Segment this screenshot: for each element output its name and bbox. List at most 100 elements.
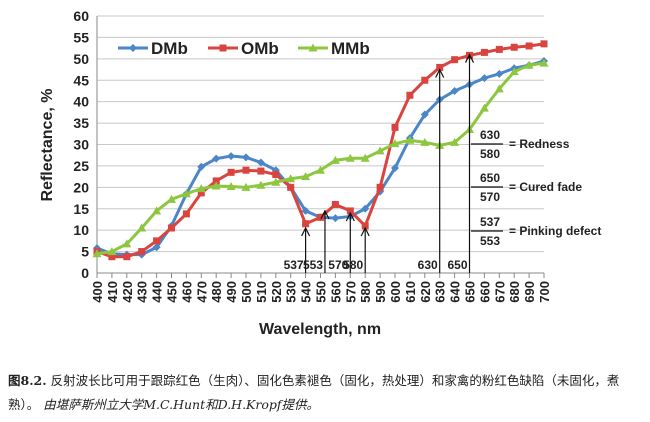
x-tick-label: 420 <box>120 281 135 303</box>
x-tick-label: 570 <box>343 281 358 303</box>
y-tick-label: 40 <box>73 94 89 110</box>
y-tick-label: 45 <box>73 72 89 88</box>
diamond-marker <box>480 74 489 83</box>
x-tick-label: 460 <box>179 281 194 303</box>
triangle-marker <box>196 184 206 193</box>
ratio-label: = Pinking defect <box>509 224 601 238</box>
diamond-marker <box>242 153 250 162</box>
arrow-label: 580 <box>343 258 363 272</box>
x-tick-label: 540 <box>299 281 314 303</box>
arrow-label: 537 <box>284 258 304 272</box>
square-marker <box>540 40 548 48</box>
square-marker <box>346 207 354 215</box>
x-tick-label: 630 <box>433 281 448 303</box>
square-marker <box>123 253 131 261</box>
triangle-marker <box>167 194 176 203</box>
ratio-numerator: 537 <box>480 215 500 229</box>
triangle-marker <box>308 43 318 52</box>
diamond-marker <box>212 154 221 163</box>
diamond-marker <box>256 158 265 167</box>
y-tick-label: 30 <box>73 137 89 153</box>
square-marker <box>317 213 324 221</box>
caption-credit: 由堪萨斯州立大学M.C.Hunt和D.H.Kropf提供。 <box>43 397 320 412</box>
x-tick-label: 600 <box>388 281 403 303</box>
square-marker <box>197 189 205 197</box>
ratio-label: = Cured fade <box>509 180 582 194</box>
series-line <box>96 61 545 256</box>
ratio-denominator: 580 <box>480 147 500 161</box>
square-marker <box>272 170 280 178</box>
y-tick-label: 5 <box>81 244 89 260</box>
x-tick-label: 530 <box>284 281 299 303</box>
x-tick-label: 610 <box>403 281 418 303</box>
triangle-marker <box>286 174 296 183</box>
triangle-marker <box>405 135 415 144</box>
x-tick-label: 480 <box>209 281 224 303</box>
figure-caption: 图8.2. 反射波长比可用于跟踪红色（生肉）、固化色素褪色（固化，热处理）和家禽… <box>8 369 644 417</box>
triangle-marker <box>479 103 489 112</box>
x-tick-label: 590 <box>373 281 388 303</box>
arrow-label: 570 <box>328 258 348 272</box>
square-marker <box>376 183 384 191</box>
square-marker <box>153 237 161 245</box>
x-tick-label: 650 <box>463 281 478 303</box>
caption-text: 反射波长比可用于跟踪红色（生肉）、固化色素褪色（固化，热处理）和家禽的粉红色缺陷… <box>8 373 620 412</box>
square-marker <box>219 44 227 52</box>
x-tick-label: 490 <box>224 281 239 303</box>
x-tick-label: 430 <box>135 281 150 303</box>
square-marker <box>182 210 190 218</box>
x-axis-label: Wavelength, nm <box>259 321 381 338</box>
y-tick-label: 0 <box>81 265 89 281</box>
ratio-numerator: 650 <box>480 171 500 185</box>
triangle-marker <box>494 84 504 93</box>
triangle-marker <box>181 189 191 198</box>
series-line <box>96 42 545 259</box>
x-tick-label: 640 <box>448 281 463 303</box>
arrowhead-icon <box>464 53 475 63</box>
arrow-label: 553 <box>303 258 323 272</box>
square-marker <box>495 45 503 53</box>
y-tick-label: 15 <box>73 201 89 217</box>
arrowhead-icon <box>360 226 370 237</box>
x-tick-label: 670 <box>492 281 507 303</box>
y-tick-label: 35 <box>73 115 89 131</box>
y-tick-label: 60 <box>73 8 89 24</box>
x-tick-label: 410 <box>105 281 120 303</box>
y-tick-label: 25 <box>73 158 89 174</box>
diamond-marker <box>420 110 429 119</box>
triangle-marker <box>360 153 370 162</box>
x-tick-label: 470 <box>194 281 209 303</box>
y-tick-label: 50 <box>73 51 89 67</box>
arrow-label: 630 <box>418 258 438 272</box>
square-marker <box>510 43 518 51</box>
square-marker <box>436 63 444 71</box>
square-marker <box>287 183 295 191</box>
x-tick-label: 450 <box>165 281 180 303</box>
square-marker <box>227 168 235 176</box>
x-tick-label: 680 <box>507 281 522 303</box>
diamond-marker <box>450 86 459 95</box>
square-marker <box>406 91 414 99</box>
triangle-marker <box>375 146 385 155</box>
triangle-marker <box>152 206 162 215</box>
square-marker <box>212 177 220 185</box>
triangle-marker <box>241 182 251 191</box>
x-tick-label: 520 <box>269 281 284 303</box>
x-tick-label: 550 <box>314 281 329 303</box>
ratio-label: = Redness <box>509 137 570 151</box>
ratio-denominator: 570 <box>480 190 500 204</box>
arrowhead-icon <box>345 211 355 222</box>
square-marker <box>168 224 175 232</box>
legend-label-mmb: MMb <box>331 39 370 58</box>
square-marker <box>108 253 116 261</box>
diamond-marker <box>129 44 137 52</box>
y-tick-label: 20 <box>73 179 89 195</box>
legend-label-omb: OMb <box>241 39 279 58</box>
figure-label: 图8.2. <box>8 373 47 388</box>
triangle-marker <box>92 249 102 258</box>
x-tick-label: 560 <box>328 281 343 303</box>
square-marker <box>391 123 399 131</box>
legend: DMb OMb MMb <box>118 39 370 58</box>
